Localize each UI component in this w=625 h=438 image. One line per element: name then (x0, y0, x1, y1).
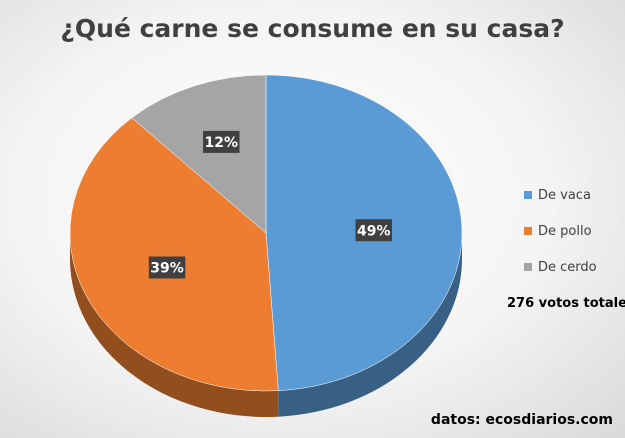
legend-item-cerdo: De cerdo (524, 258, 597, 276)
pie-slice-pollo (69, 117, 279, 392)
pie-slice-cerdo (131, 74, 267, 234)
legend-label-pollo: De pollo (538, 223, 592, 239)
legend-label-cerdo: De cerdo (538, 259, 597, 275)
svg-text:49%: 49% (357, 223, 391, 239)
legend-label-vaca: De vaca (538, 187, 591, 203)
data-label-pollo: 39% (148, 256, 186, 279)
data-label-vaca: 49% (355, 219, 392, 242)
legend-item-pollo: De pollo (524, 222, 597, 240)
pie-side-vaca (278, 233, 462, 417)
svg-text:12%: 12% (205, 135, 239, 151)
svg-text:39%: 39% (150, 261, 184, 277)
total-votes-note: 276 votos totales (507, 296, 625, 311)
legend-swatch-cerdo (524, 263, 532, 271)
chart-title: ¿Qué carne se consume en su casa? (60, 14, 565, 43)
legend-item-vaca: De vaca (524, 186, 597, 204)
legend: De vaca De pollo De cerdo (524, 186, 597, 294)
source-note: datos: ecosdiarios.com (430, 412, 613, 428)
legend-swatch-pollo (524, 227, 532, 235)
data-label-cerdo: 12% (203, 130, 240, 153)
legend-swatch-vaca (524, 191, 532, 199)
pie-side-pollo (70, 233, 279, 418)
